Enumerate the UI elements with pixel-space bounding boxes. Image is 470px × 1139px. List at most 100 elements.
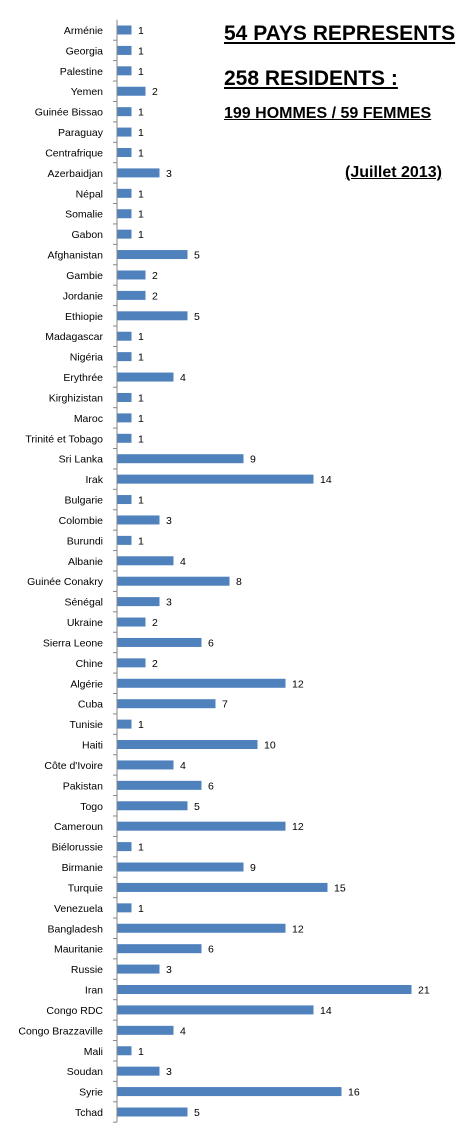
- bar: [117, 270, 146, 280]
- bar: [117, 311, 188, 321]
- category-label: Haiti: [82, 740, 103, 752]
- category-label: Chine: [76, 658, 104, 670]
- category-label: Cameroun: [54, 821, 103, 833]
- bar: [117, 433, 132, 443]
- category-label: Colombie: [59, 515, 104, 527]
- bar: [117, 903, 132, 913]
- category-label: Turquie: [68, 882, 103, 894]
- category-label: Mauritanie: [54, 944, 103, 956]
- category-label: Tunisie: [70, 719, 104, 731]
- value-label: 1: [138, 188, 144, 200]
- bar: [117, 678, 286, 688]
- category-label: Georgia: [66, 45, 104, 57]
- category-label: Nigéria: [70, 352, 103, 364]
- category-label: Yemen: [71, 86, 103, 98]
- bar: [117, 66, 132, 76]
- category-label: Jordanie: [63, 290, 103, 302]
- value-label: 1: [138, 209, 144, 221]
- residents-count-title: 258 RESIDENTS :: [224, 67, 398, 90]
- value-label: 3: [166, 168, 172, 180]
- bar: [117, 576, 230, 586]
- category-label: Népal: [76, 188, 103, 200]
- category-label: Algérie: [70, 678, 103, 690]
- bar: [117, 147, 132, 157]
- countries-count-title: 54 PAYS REPRESENTS: [224, 22, 456, 45]
- category-label: Syrie: [79, 1087, 103, 1099]
- value-label: 1: [138, 495, 144, 507]
- category-label: Guinée Conakry: [27, 576, 104, 588]
- category-label: Sénégal: [64, 597, 103, 609]
- bar: [117, 985, 412, 995]
- category-label: Guinée Bissao: [35, 107, 103, 119]
- bar: [117, 923, 286, 933]
- value-label: 1: [138, 1046, 144, 1058]
- bar: [117, 413, 132, 423]
- category-label: Kirghizistan: [49, 392, 103, 404]
- category-label: Gambie: [66, 270, 103, 282]
- value-label: 3: [166, 1066, 172, 1078]
- value-label: 4: [180, 1025, 186, 1037]
- category-label: Venezuela: [54, 903, 103, 915]
- bar: [117, 862, 244, 872]
- bar: [117, 760, 174, 770]
- value-label: 1: [138, 433, 144, 445]
- value-label: 12: [292, 923, 304, 935]
- category-label: Maroc: [74, 413, 103, 425]
- value-label: 1: [138, 45, 144, 57]
- category-label: Cuba: [78, 699, 103, 711]
- category-label: Birmanie: [62, 862, 104, 874]
- bar: [117, 392, 132, 402]
- category-label: Ukraine: [67, 617, 103, 629]
- bar: [117, 821, 286, 831]
- value-label: 6: [208, 780, 214, 792]
- category-label: Ethiopie: [65, 311, 103, 323]
- value-label: 1: [138, 25, 144, 37]
- value-label: 2: [152, 270, 158, 282]
- bar: [117, 740, 258, 750]
- value-label: 4: [180, 372, 186, 384]
- bar: [117, 495, 132, 505]
- category-label: Paraguay: [58, 127, 104, 139]
- bar: [117, 719, 132, 729]
- bar: [117, 454, 244, 464]
- category-label: Sierra Leone: [43, 637, 103, 649]
- bar: [117, 209, 132, 219]
- value-label: 1: [138, 392, 144, 404]
- category-label: Burundi: [67, 535, 103, 547]
- value-label: 8: [236, 576, 242, 588]
- bar: [117, 290, 146, 300]
- bar: [117, 1087, 342, 1097]
- value-label: 5: [194, 250, 200, 262]
- value-label: 1: [138, 66, 144, 78]
- value-label: 1: [138, 229, 144, 241]
- value-label: 7: [222, 699, 228, 711]
- bar: [117, 535, 132, 545]
- bar: [117, 331, 132, 341]
- value-label: 3: [166, 515, 172, 527]
- bar: [117, 1046, 132, 1056]
- value-label: 1: [138, 107, 144, 119]
- value-label: 4: [180, 760, 186, 772]
- category-label: Congo RDC: [46, 1005, 103, 1017]
- bar: [117, 964, 160, 974]
- category-label: Albanie: [68, 556, 103, 568]
- category-label: Gabon: [71, 229, 103, 241]
- value-label: 1: [138, 719, 144, 731]
- value-label: 1: [138, 352, 144, 364]
- bar: [117, 86, 146, 96]
- category-label: Palestine: [60, 66, 103, 78]
- bar: [117, 842, 132, 852]
- bar: [117, 658, 146, 668]
- value-label: 1: [138, 127, 144, 139]
- bar: [117, 801, 188, 811]
- value-label: 1: [138, 903, 144, 915]
- bar: [117, 1107, 188, 1117]
- bar: [117, 597, 160, 607]
- value-label: 1: [138, 535, 144, 547]
- value-label: 9: [250, 862, 256, 874]
- category-label: Arménie: [64, 25, 103, 37]
- category-label: Iran: [85, 985, 103, 997]
- category-label: Bulgarie: [64, 495, 103, 507]
- value-label: 12: [292, 678, 304, 690]
